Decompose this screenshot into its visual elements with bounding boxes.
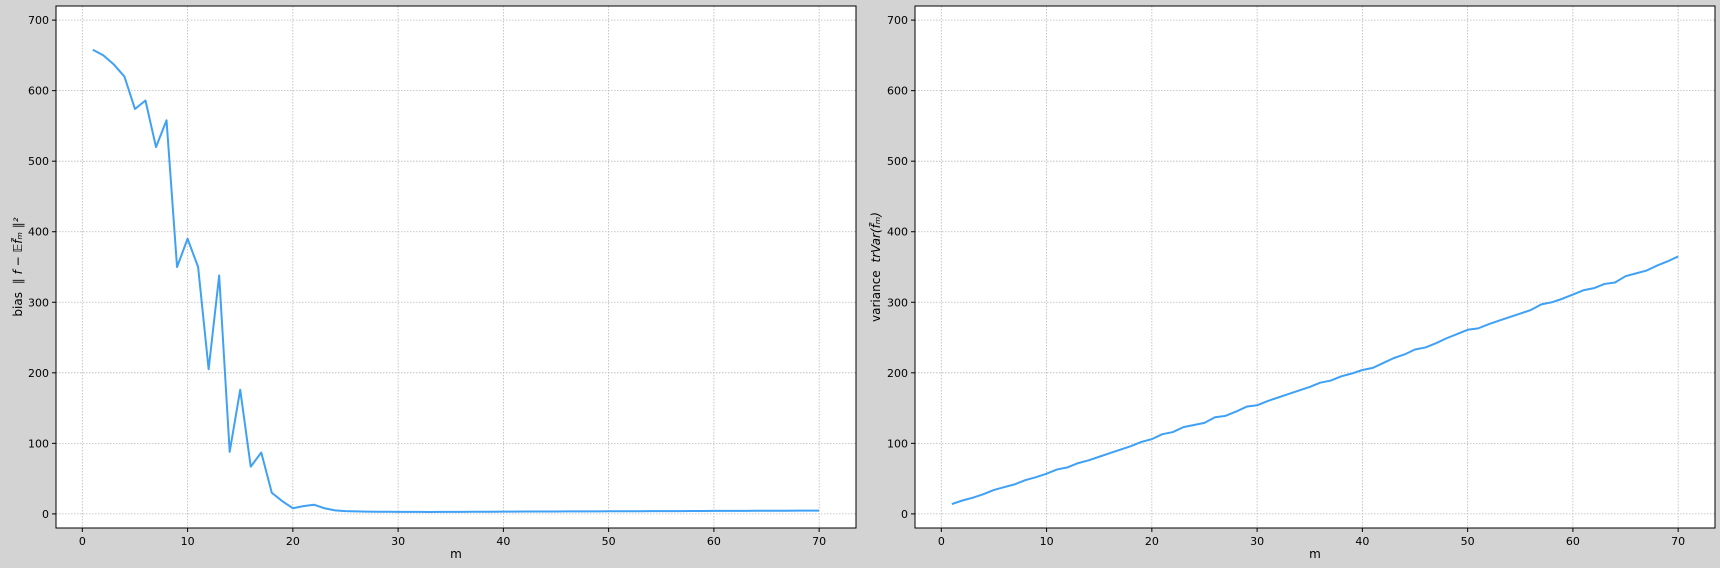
variance-plot-frame — [914, 5, 1716, 529]
variance-x-tick-label: 60 — [1566, 535, 1580, 548]
variance-y-tick-label: 500 — [887, 155, 908, 168]
variance-y-tick-label: 100 — [887, 437, 908, 450]
variance-y-tick-label: 700 — [887, 14, 908, 27]
bias-y-axis-label: bias ∥ f − 𝔼f̃ₘ ∥² — [11, 217, 25, 316]
bias-plot-frame — [55, 5, 857, 529]
bias-x-tick-label: 0 — [79, 535, 86, 548]
bias-x-axis-label: m — [450, 547, 462, 561]
bias-x-tick-label: 20 — [286, 535, 300, 548]
bias-series — [92, 48, 820, 513]
bias-y-tick-label: 0 — [42, 508, 49, 521]
variance-x-tick-label: 70 — [1671, 535, 1685, 548]
variance-series — [951, 255, 1679, 505]
variance-y-tick-label: 300 — [887, 296, 908, 309]
variance-grid — [915, 6, 1715, 528]
variance-series-line — [951, 255, 1679, 505]
bias-y-tick-label: 300 — [28, 296, 49, 309]
variance-y-axis-label-math: trVar(f̃ₘ) — [869, 212, 883, 262]
variance-x-tick-label: 30 — [1250, 535, 1264, 548]
bias-x-tick-label: 30 — [391, 535, 405, 548]
variance-x-tick-label: 20 — [1145, 535, 1159, 548]
bias-y-tick-label: 200 — [28, 367, 49, 380]
bias-grid — [56, 6, 856, 528]
bias-y-tick-label: 700 — [28, 14, 49, 27]
bias-x-tick-label: 10 — [181, 535, 195, 548]
variance-y-tick-label: 600 — [887, 85, 908, 98]
variance-y-tick-label: 0 — [901, 508, 908, 521]
variance-x-axis-label: m — [1309, 547, 1321, 561]
bias-plot-area — [56, 6, 856, 528]
bias-x-tick-label: 40 — [496, 535, 510, 548]
bias-series-line — [92, 48, 820, 513]
variance-x-tick-label: 40 — [1355, 535, 1369, 548]
variance-y-tick-label: 400 — [887, 226, 908, 239]
bias-y-tick-label: 500 — [28, 155, 49, 168]
variance-x-tick-label: 10 — [1040, 535, 1054, 548]
bias-y-tick-label: 400 — [28, 226, 49, 239]
bias-y-axis-label-word: bias — [11, 292, 25, 317]
bias-y-axis-label-math: ∥ f − 𝔼f̃ₘ ∥² — [11, 217, 25, 284]
bias-x-tick-label: 50 — [602, 535, 616, 548]
variance-x-tick-label: 50 — [1461, 535, 1475, 548]
variance-x-tick-label: 0 — [938, 535, 945, 548]
variance-plot-area — [915, 6, 1715, 528]
bias-y-tick-label: 100 — [28, 437, 49, 450]
bias-x-tick-label: 60 — [707, 535, 721, 548]
variance-y-axis-label-word: variance — [869, 270, 883, 322]
bias-x-tick-label: 70 — [812, 535, 826, 548]
bias-y-tick-label: 600 — [28, 85, 49, 98]
variance-y-tick-label: 200 — [887, 367, 908, 380]
variance-y-axis-label: variance trVar(f̃ₘ) — [869, 212, 883, 322]
